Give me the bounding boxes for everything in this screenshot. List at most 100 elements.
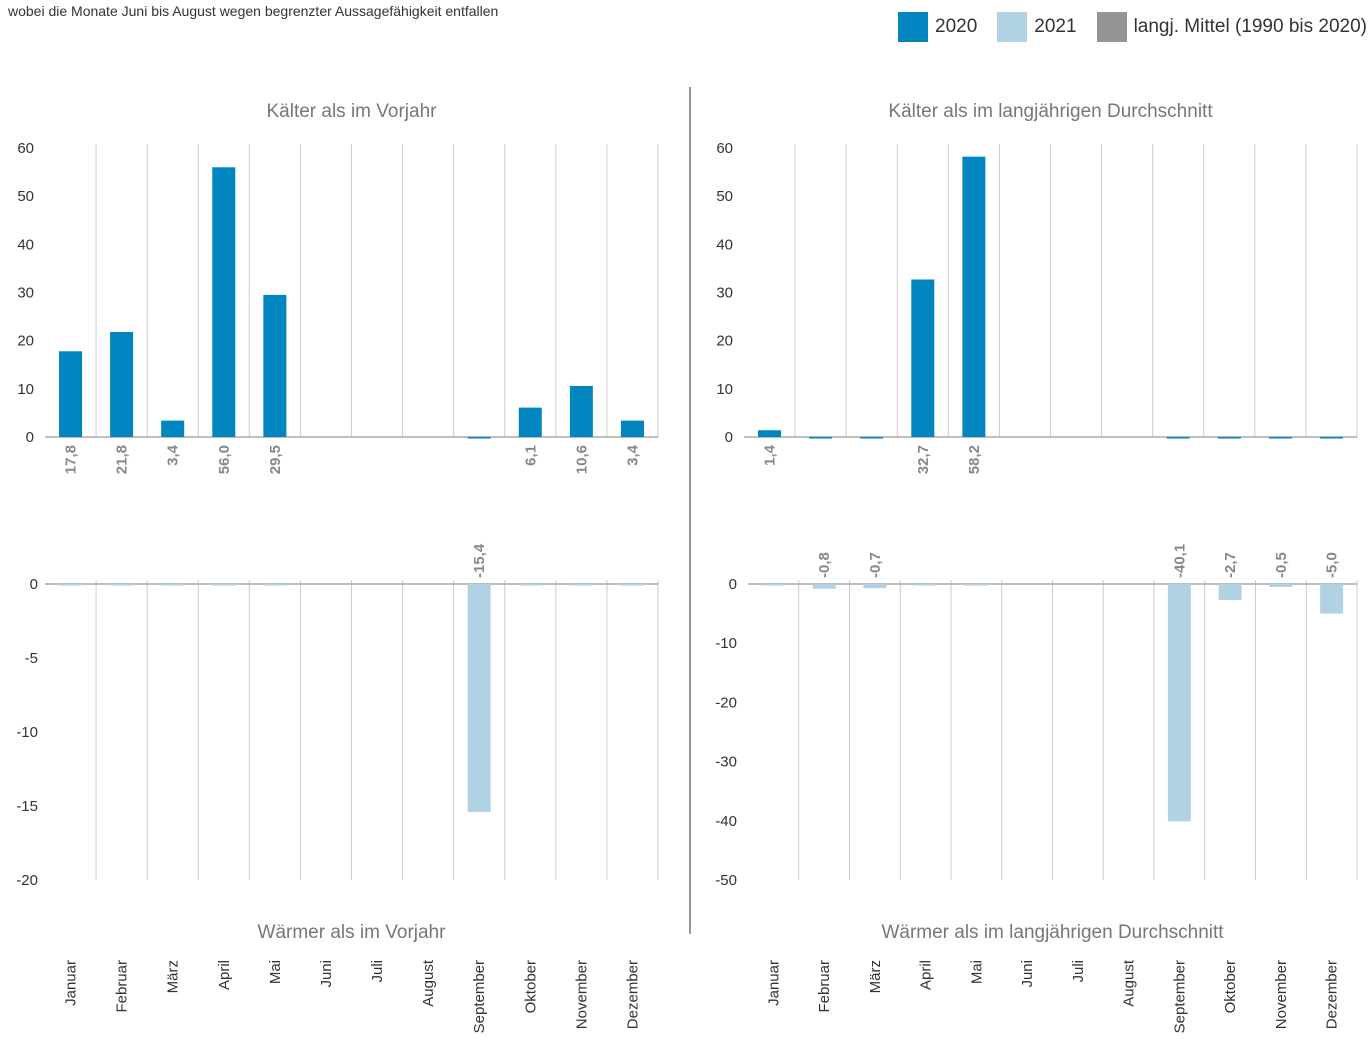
bar-oktober	[1218, 584, 1242, 600]
value-label: 29,5	[267, 445, 284, 474]
category-label-oktober: Oktober	[1222, 960, 1239, 1013]
bar-november	[569, 385, 593, 437]
value-label: -0,8	[816, 552, 833, 578]
category-label-februar: Februar	[114, 960, 131, 1013]
y-tick-label: -30	[715, 754, 737, 771]
bar-februar	[809, 437, 833, 439]
y-tick-label: -10	[16, 724, 38, 741]
bar-november	[1269, 584, 1293, 587]
bar-april	[911, 279, 935, 437]
y-tick-label: -5	[25, 650, 38, 667]
value-label: -15,4	[471, 543, 488, 578]
y-tick-label: 30	[17, 285, 34, 302]
chart-panel-3: Kälter als im langjährigen Durchschnitt 0…	[716, 101, 1358, 474]
value-label: 17,8	[63, 445, 80, 474]
category-label-märz: März	[867, 960, 884, 993]
y-tick-label: 30	[716, 285, 733, 302]
category-label-november: November	[573, 960, 590, 1029]
bar-märz	[161, 584, 185, 586]
bar-märz	[161, 420, 185, 437]
category-label-august: August	[1121, 959, 1138, 1007]
value-label: 32,7	[915, 445, 932, 474]
bar-märz	[860, 437, 884, 439]
value-label: 56,0	[216, 445, 233, 474]
bar-september	[467, 437, 491, 439]
value-label: -40,1	[1171, 544, 1188, 578]
bar-mai	[263, 294, 287, 437]
bar-mai	[962, 156, 986, 438]
value-label: -0,5	[1273, 552, 1290, 578]
category-label-februar: Februar	[816, 960, 833, 1013]
bar-januar	[59, 584, 83, 586]
panel-title: Kälter als im Vorjahr	[266, 101, 437, 122]
value-label: 1,4	[762, 444, 779, 466]
category-label-september: September	[1171, 960, 1188, 1033]
y-tick-label: 50	[17, 188, 34, 205]
bar-dezember	[1319, 437, 1343, 439]
category-label-januar: Januar	[765, 960, 782, 1006]
legend-label-mittel: langj. Mittel (1990 bis 2020)	[1133, 16, 1367, 37]
bar-november	[1268, 437, 1292, 439]
bar-januar	[59, 351, 83, 437]
value-label: -2,7	[1222, 552, 1239, 578]
y-tick-label: 10	[17, 381, 34, 398]
legend-item-mittel: langj. Mittel (1990 bis 2020)	[1096, 12, 1367, 42]
bar-september	[1166, 437, 1190, 439]
y-tick-label: -15	[16, 798, 38, 815]
bar-april	[212, 167, 236, 437]
category-label-september: September	[471, 960, 488, 1033]
bar-dezember	[1320, 584, 1344, 614]
y-tick-label: -10	[715, 635, 737, 652]
y-tick-label: 0	[30, 576, 38, 593]
bar-februar	[812, 584, 836, 589]
value-label: -5,0	[1324, 552, 1341, 578]
category-label-juli: Juli	[369, 960, 386, 983]
chart-panel-4: Wärmer als im langjährigen Durchschnitt 0…	[715, 544, 1358, 1033]
legend-swatch-2020	[898, 12, 929, 42]
y-tick-label: 0	[725, 429, 733, 446]
category-label-april: April	[918, 960, 935, 990]
legend-swatch-mittel	[1096, 12, 1127, 42]
bar-september	[1167, 584, 1191, 822]
category-label-juni: Juni	[1019, 960, 1036, 988]
y-tick-label: 0	[729, 576, 737, 593]
category-label-januar: Januar	[63, 960, 80, 1006]
bar-dezember	[620, 420, 644, 437]
legend-swatch-2021	[997, 12, 1028, 42]
category-label-oktober: Oktober	[522, 960, 539, 1013]
value-label: 10,6	[573, 445, 590, 474]
y-tick-label: 10	[716, 381, 733, 398]
category-label-juni: Juni	[318, 960, 335, 988]
y-tick-label: 40	[716, 236, 733, 253]
value-label: 21,8	[114, 445, 131, 474]
category-label-mai: Mai	[968, 960, 985, 984]
category-label-dezember: Dezember	[624, 960, 641, 1029]
legend-item-2020: 2020	[898, 12, 977, 42]
bar-januar	[758, 430, 782, 437]
value-label: -0,7	[867, 552, 884, 578]
bar-januar	[761, 584, 785, 586]
value-label: 3,4	[624, 444, 641, 466]
y-tick-label: -20	[715, 694, 737, 711]
category-label-august: August	[420, 959, 437, 1007]
panel-title: Wärmer als im Vorjahr	[258, 922, 447, 943]
bar-mai	[964, 584, 988, 586]
chart-subtitle: wobei die Monate Juni bis August wegen b…	[8, 3, 499, 19]
bar-oktober	[518, 407, 542, 437]
bar-mai	[263, 584, 287, 586]
bar-april	[914, 584, 938, 586]
bar-april	[212, 584, 236, 586]
bar-oktober	[1217, 437, 1241, 439]
bar-februar	[110, 584, 134, 586]
y-tick-label: 60	[716, 140, 733, 157]
category-label-juli: Juli	[1070, 960, 1087, 983]
category-label-dezember: Dezember	[1324, 960, 1341, 1029]
category-label-märz: März	[165, 960, 182, 993]
y-tick-label: 60	[17, 140, 34, 157]
value-label: 6,1	[522, 445, 539, 466]
legend-label-2020: 2020	[935, 16, 978, 37]
category-label-april: April	[216, 960, 233, 990]
y-tick-label: -50	[715, 872, 737, 889]
panel-title: Wärmer als im langjährigen Durchschnitt	[881, 922, 1224, 943]
